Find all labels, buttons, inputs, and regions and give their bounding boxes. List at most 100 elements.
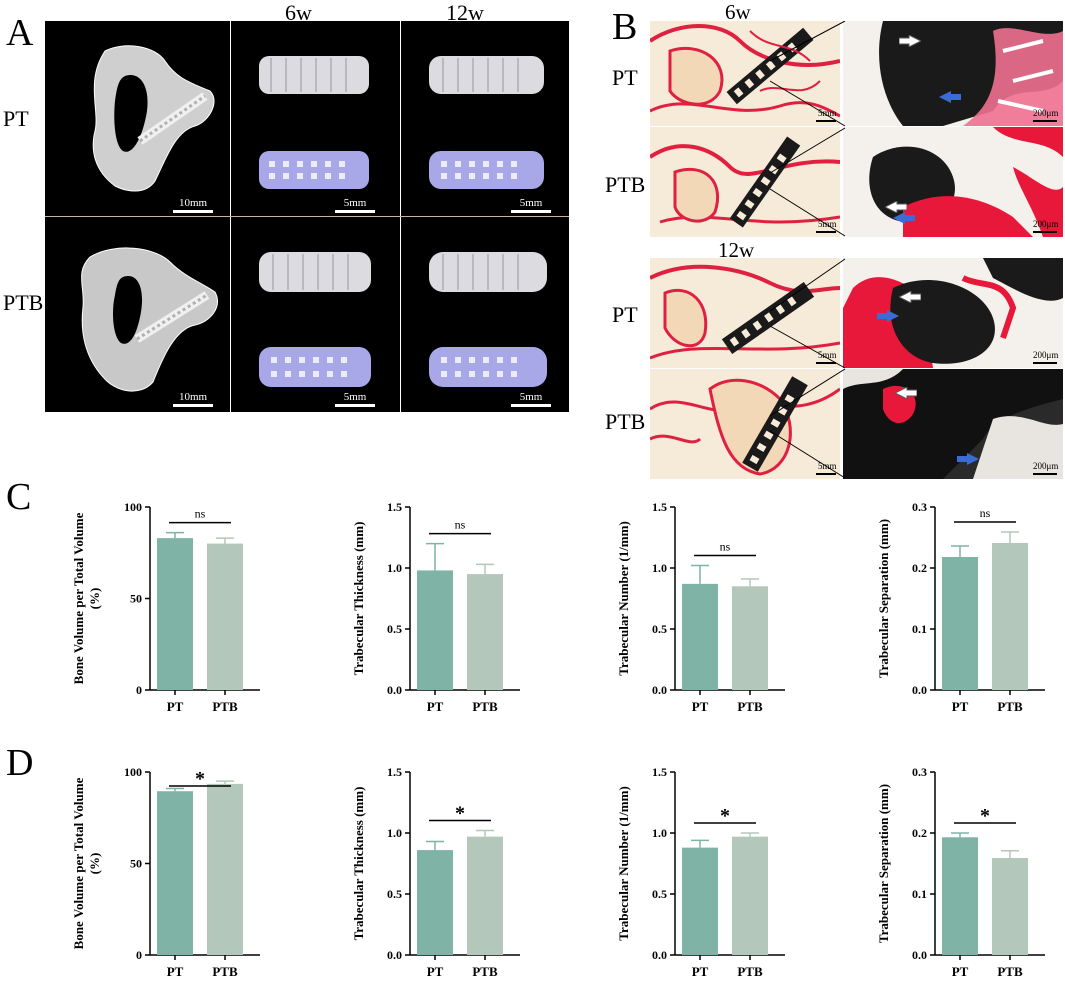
- col-head-12w: 12w: [446, 0, 484, 25]
- y-tick-label: 1.5: [387, 500, 402, 514]
- blue-arrow-icon: [877, 310, 899, 322]
- bar-ptb: [992, 542, 1028, 690]
- bar-pt: [682, 847, 718, 955]
- histo-pt-6w-overview: 5mm: [650, 21, 840, 126]
- significance-label: ns: [980, 506, 991, 520]
- significance-label: ns: [195, 507, 206, 521]
- y-tick-label: 0.5: [652, 622, 667, 636]
- x-tick-label-pt: PT: [952, 699, 969, 714]
- histo-scale-label: 200μm: [1033, 219, 1059, 229]
- y-tick-label: 0.1: [912, 887, 927, 901]
- bar-chart-d-2: 0.0 0.5 1.0 1.5 Trabecular Thickness (mm) PT P…: [351, 765, 520, 979]
- y-tick-label: 0.2: [912, 561, 927, 575]
- y-tick-label: 1.0: [387, 826, 402, 840]
- bar-pt: [417, 570, 453, 690]
- scale-label-pt-12w: 5mm: [519, 197, 543, 209]
- histo-scale-label: 200μm: [1033, 108, 1059, 118]
- scale-label-ptb-6w: 5mm: [343, 391, 367, 403]
- ptb-6w-implant-ct-image: [231, 217, 400, 412]
- histo-scale-bar: [1033, 231, 1057, 233]
- histo-scale-label: 200μm: [1033, 461, 1059, 471]
- timepoint-6w: 6w: [725, 0, 751, 24]
- bar-chart-c-1: 0 50 100 Bone Volume per Total Volume (%) PT P…: [71, 500, 260, 714]
- y-tick-label: 0.5: [387, 887, 402, 901]
- bar-ptb: [467, 836, 503, 955]
- histo-scale-label: 200μm: [1033, 350, 1059, 360]
- scale-bar: [511, 210, 551, 213]
- bar-chart-c-4: 0.0 0.1 0.2 0.3 Trabecular Separation (mm) PT…: [876, 500, 1045, 714]
- histo-row-ptb-6w: PTB: [605, 172, 646, 197]
- histo-row-pt-12w: PT: [612, 302, 638, 327]
- white-arrow-icon: [899, 291, 921, 303]
- histo-scale-label: 5mm: [818, 108, 837, 118]
- histo-ptb-12w-overview: 5mm: [650, 369, 840, 479]
- histo-scale-label: 5mm: [818, 350, 837, 360]
- y-tick-label: 0.0: [387, 683, 402, 697]
- blue-arrow-icon: [957, 453, 979, 465]
- x-tick-label-pt: PT: [167, 699, 184, 714]
- bar-pt: [417, 850, 453, 955]
- significance-label: *: [455, 803, 465, 825]
- bar-ptb: [732, 836, 768, 955]
- histo-scale-bar: [1033, 473, 1057, 475]
- y-tick-label: 0.0: [652, 683, 667, 697]
- scale-bar: [173, 404, 213, 407]
- x-tick-label-ptb: PTB: [212, 964, 238, 979]
- panel-letter-c: C: [6, 476, 32, 518]
- y-tick-label: 50: [130, 592, 142, 606]
- histo-scale-bar: [816, 473, 836, 475]
- histo-pt-6w-zoom: 200μm: [843, 21, 1063, 126]
- y-tick-label: 0.3: [912, 500, 927, 514]
- histo-scale-bar: [1033, 362, 1057, 364]
- x-tick-label-ptb: PTB: [212, 699, 238, 714]
- scale-label-pt-overview: 10mm: [178, 197, 208, 209]
- bar-chart-d-3: 0.0 0.5 1.0 1.5 Trabecular Number (1/mm) PT PT…: [616, 765, 785, 979]
- col-head-6w: 6w: [285, 0, 312, 25]
- x-tick-label-ptb: PTB: [472, 964, 498, 979]
- blue-arrow-icon: [939, 91, 961, 103]
- y-tick-label: 0.5: [387, 622, 402, 636]
- x-tick-label-pt: PT: [952, 964, 969, 979]
- y-axis-label: Trabecular Thickness (mm): [351, 787, 366, 941]
- blue-arrow-icon: [893, 212, 915, 224]
- bar-ptb: [467, 574, 503, 690]
- histo-scale-bar: [1033, 120, 1057, 122]
- y-tick-label: 0.0: [387, 948, 402, 962]
- ptb-femur-ct-image: [45, 217, 230, 412]
- bar-chart-d-1: 0 50 100 Bone Volume per Total Volume (%) PT P…: [71, 765, 260, 979]
- white-arrow-icon: [895, 387, 917, 399]
- histo-row-ptb-12w: PTB: [605, 409, 646, 434]
- y-tick-label: 0: [136, 683, 142, 697]
- y-tick-label: 100: [124, 500, 142, 514]
- x-tick-label-ptb: PTB: [737, 699, 763, 714]
- bar-ptb: [207, 543, 243, 690]
- y-axis-label: Trabecular Number (1/mm): [616, 521, 631, 676]
- panel-letter-b: B: [612, 6, 638, 48]
- micro-ct-image-grid: 10mm 5mm 5mm 10mm 5mm 5mm: [45, 21, 569, 412]
- panel-letter-d: D: [6, 742, 34, 784]
- bar-pt: [942, 837, 978, 955]
- histo-pt-12w-overview: 5mm: [650, 258, 840, 368]
- histo-scale-bar: [816, 362, 836, 364]
- scale-label-ptb-12w: 5mm: [519, 391, 543, 403]
- histo-row-pt-6w: PT: [612, 65, 638, 90]
- y-tick-label: 50: [130, 857, 142, 871]
- y-tick-label: 1.0: [652, 561, 667, 575]
- significance-label: *: [980, 805, 990, 827]
- bar-chart-c-3: 0.0 0.5 1.0 1.5 Trabecular Number (1/mm) PT PT…: [616, 500, 785, 714]
- y-axis-label: Trabecular Separation (mm): [876, 519, 891, 678]
- x-tick-label-pt: PT: [692, 964, 709, 979]
- pt-12w-implant-ct-image: [401, 21, 569, 216]
- pt-6w-implant-ct-image: [231, 21, 400, 216]
- y-tick-label: 0.0: [652, 948, 667, 962]
- bar-ptb: [207, 783, 243, 955]
- x-tick-label-ptb: PTB: [997, 699, 1023, 714]
- y-axis-label: Bone Volume per Total Volume: [71, 512, 86, 684]
- histo-ptb-6w-overview: 5mm: [650, 127, 840, 237]
- scale-bar: [335, 210, 375, 213]
- bar-ptb: [732, 586, 768, 690]
- significance-label: *: [720, 805, 730, 827]
- y-tick-label: 0.0: [912, 948, 927, 962]
- bar-pt: [157, 538, 193, 690]
- y-axis-label: (%): [87, 588, 102, 610]
